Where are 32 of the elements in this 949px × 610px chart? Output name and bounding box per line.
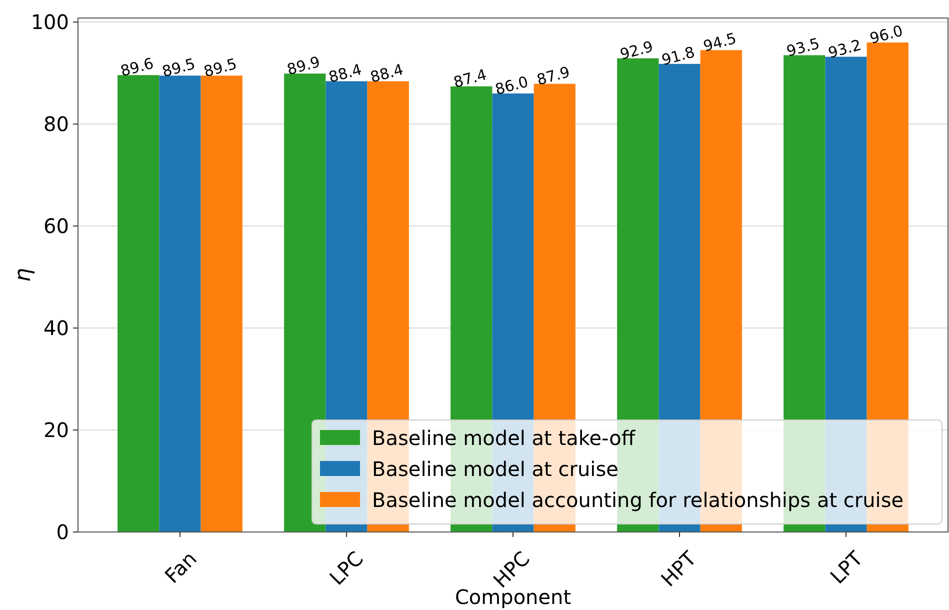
data-label: 86.0	[493, 72, 530, 99]
legend-label: Baseline model at take-off	[372, 426, 636, 450]
y-tick-label: 40	[44, 316, 69, 340]
data-label: 87.4	[452, 65, 489, 92]
legend-label: Baseline model at cruise	[372, 457, 618, 481]
data-label: 87.9	[534, 62, 572, 89]
y-tick-label: 100	[30, 10, 69, 34]
x-tick-label: Fan	[160, 546, 202, 588]
data-label: 94.5	[701, 29, 738, 56]
x-tick-label: LPT	[825, 546, 868, 588]
y-tick-label: 0	[56, 520, 69, 544]
data-label: 91.8	[660, 43, 697, 70]
bar	[118, 75, 160, 532]
bar	[200, 76, 242, 532]
x-tick-label: LPC	[324, 546, 368, 590]
data-label: 96.0	[868, 22, 905, 48]
bar	[284, 74, 326, 532]
data-label: 88.4	[368, 60, 406, 86]
data-label: 89.6	[118, 54, 156, 80]
data-label: 89.9	[285, 52, 322, 79]
data-label: 92.9	[618, 37, 656, 64]
data-label: 89.5	[160, 54, 198, 81]
bar	[159, 76, 201, 532]
data-label: 93.2	[826, 36, 864, 62]
y-tick-label: 80	[44, 112, 69, 136]
data-label: 93.5	[784, 34, 822, 60]
y-axis-title: η	[11, 268, 36, 282]
y-tick-label: 20	[44, 418, 69, 442]
legend-label: Baseline model accounting for relationships at cruise	[372, 488, 904, 512]
data-label: 88.4	[326, 60, 364, 86]
data-label: 89.5	[202, 54, 239, 81]
y-tick-label: 60	[44, 214, 69, 238]
